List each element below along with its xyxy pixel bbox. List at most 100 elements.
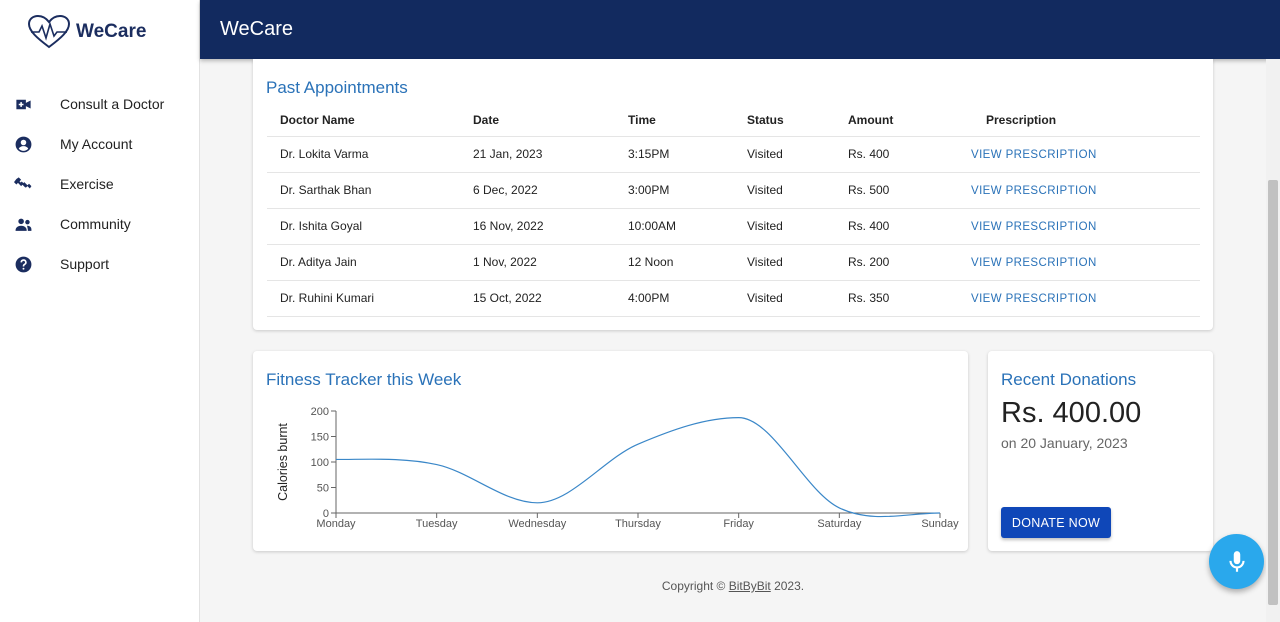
amount-cell: Rs. 350 [835,280,958,317]
table-header-row: Doctor Name Date Time Status Amount Pres… [267,104,1200,137]
table-row: Dr. Aditya Jain 1 Nov, 2022 12 Noon Visi… [267,244,1200,281]
view-prescription-link[interactable]: VIEW PRESCRIPTION [971,221,1097,233]
people-icon [0,215,46,234]
sidebar-item-label: Support [60,256,110,272]
doctor-name-cell: Dr. Aditya Jain [267,244,460,281]
copyright-prefix: Copyright © [661,579,729,593]
amount-cell: Rs. 200 [835,244,958,281]
column-header-doctor: Doctor Name [267,104,460,137]
sidebar-item-exercise[interactable]: Exercise [0,164,200,204]
sidebar-item-label: My Account [60,136,133,152]
recent-donations-title: Recent Donations [1001,370,1137,389]
y-tick-label: 150 [311,432,329,444]
date-cell: 16 Nov, 2022 [460,208,615,245]
y-axis-label: Calories burnt [276,423,290,501]
x-tick-label: Saturday [817,518,862,530]
help-circle-icon [0,255,46,274]
x-tick-label: Thursday [615,518,661,530]
calories-series-line [335,417,941,518]
voice-assistant-button[interactable] [1209,534,1264,589]
table-row: Dr. Ruhini Kumari 15 Oct, 2022 4:00PM Vi… [267,280,1200,317]
column-header-status: Status [734,104,835,137]
page-scrollbar[interactable] [1266,59,1280,622]
y-tick-label: 0 [323,508,329,520]
view-prescription-link[interactable]: VIEW PRESCRIPTION [971,257,1097,269]
copyright-suffix: 2023. [770,579,805,593]
prescription-cell: VIEW PRESCRIPTION [958,244,1200,281]
donation-amount: Rs. 400.00 [1001,397,1142,429]
sidebar-item-label: Community [60,216,131,232]
table-row: Dr. Ishita Goyal 16 Nov, 2022 10:00AM Vi… [267,208,1200,245]
sidebar: WeCare Consult a Doctor My Account Exerc… [0,0,200,622]
doctor-name-cell: Dr. Lokita Varma [267,136,460,173]
heart-pulse-icon [27,14,71,49]
logo[interactable]: WeCare [27,14,146,50]
status-cell: Visited [734,280,835,317]
time-cell: 3:15PM [615,136,734,173]
y-tick-label: 200 [311,406,329,418]
sidebar-item-community[interactable]: Community [0,204,200,244]
x-tick-label: Monday [316,518,356,530]
view-prescription-link[interactable]: VIEW PRESCRIPTION [971,149,1097,161]
date-cell: 15 Oct, 2022 [460,280,615,317]
x-tick-label: Tuesday [416,518,458,530]
table-row: Dr. Lokita Varma 21 Jan, 2023 3:15PM Vis… [267,136,1200,173]
page-title: WeCare [220,18,293,40]
column-header-prescription: Prescription [958,104,1200,137]
donate-now-button[interactable]: DONATE NOW [1001,507,1111,538]
time-cell: 4:00PM [615,280,734,317]
footer: Copyright © BitByBit 2023. [253,579,1213,593]
past-appointments-title: Past Appointments [266,78,408,97]
x-tick-label: Sunday [921,518,959,530]
sidebar-nav: Consult a Doctor My Account Exercise Com… [0,84,200,284]
account-circle-icon [0,135,46,154]
prescription-cell: VIEW PRESCRIPTION [958,280,1200,317]
doctor-name-cell: Dr. Ishita Goyal [267,208,460,245]
column-header-date: Date [460,104,615,137]
top-app-bar: WeCare [200,0,1280,59]
amount-cell: Rs. 400 [835,208,958,245]
past-appointments-card: Past Appointments Doctor Name Date Time … [253,59,1213,330]
prescription-cell: VIEW PRESCRIPTION [958,172,1200,209]
appointments-table: Doctor Name Date Time Status Amount Pres… [267,104,1200,317]
fitness-icon [0,175,46,194]
fitness-tracker-card: Fitness Tracker this Week 0 50 100 150 200 Mo… [253,351,968,551]
sidebar-item-support[interactable]: Support [0,244,200,284]
prescription-cell: VIEW PRESCRIPTION [958,208,1200,245]
x-tick-label: Wednesday [508,518,566,530]
time-cell: 12 Noon [615,244,734,281]
x-tick-label: Friday [723,518,754,530]
fitness-tracker-title: Fitness Tracker this Week [266,370,462,389]
date-cell: 1 Nov, 2022 [460,244,615,281]
sidebar-item-consult-doctor[interactable]: Consult a Doctor [0,84,200,124]
y-tick-label: 50 [317,483,329,495]
date-cell: 6 Dec, 2022 [460,172,615,209]
bitbybit-link[interactable]: BitByBit [728,579,771,593]
status-cell: Visited [734,136,835,173]
date-cell: 21 Jan, 2023 [460,136,615,173]
microphone-icon [1228,550,1245,572]
status-cell: Visited [734,244,835,281]
video-camera-icon [0,95,46,114]
doctor-name-cell: Dr. Ruhini Kumari [267,280,460,317]
doctor-name-cell: Dr. Sarthak Bhan [267,172,460,209]
calories-line-chart: 0 50 100 150 200 Monday Tuesday Wednesday Thursd… [276,406,959,530]
view-prescription-link[interactable]: VIEW PRESCRIPTION [971,293,1097,305]
view-prescription-link[interactable]: VIEW PRESCRIPTION [971,185,1097,197]
y-tick-label: 100 [311,457,329,469]
column-header-amount: Amount [835,104,958,137]
time-cell: 10:00AM [615,208,734,245]
amount-cell: Rs. 400 [835,136,958,173]
scrollbar-thumb[interactable] [1268,180,1278,605]
status-cell: Visited [734,208,835,245]
status-cell: Visited [734,172,835,209]
prescription-cell: VIEW PRESCRIPTION [958,136,1200,173]
sidebar-item-label: Consult a Doctor [60,96,165,112]
donation-date: on 20 January, 2023 [1001,435,1128,451]
sidebar-item-label: Exercise [60,176,114,192]
sidebar-item-my-account[interactable]: My Account [0,124,200,164]
amount-cell: Rs. 500 [835,172,958,209]
table-row: Dr. Sarthak Bhan 6 Dec, 2022 3:00PM Visi… [267,172,1200,209]
brand-name: WeCare [76,21,147,42]
recent-donations-card: Recent Donations Rs. 400.00 on 20 Januar… [988,351,1213,551]
